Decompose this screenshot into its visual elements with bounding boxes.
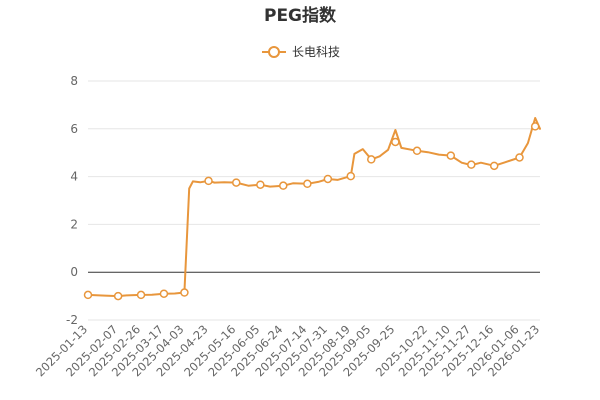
data-point-marker[interactable] — [136, 290, 146, 300]
data-point-marker[interactable] — [113, 291, 123, 301]
data-point-marker[interactable] — [530, 122, 540, 131]
data-point-marker[interactable] — [279, 181, 288, 190]
data-point-marker[interactable] — [232, 178, 241, 187]
y-tick-label: -2 — [66, 313, 78, 327]
data-point-marker[interactable] — [489, 161, 499, 171]
legend-label: 长电科技 — [292, 45, 340, 59]
y-tick-label: 0 — [70, 265, 78, 279]
series-layer — [87, 117, 541, 298]
data-point-marker[interactable] — [446, 151, 456, 160]
data-point-marker[interactable] — [367, 155, 376, 164]
data-point-marker[interactable] — [303, 179, 312, 189]
y-tick-label: 4 — [70, 170, 78, 184]
data-point-marker[interactable] — [412, 146, 422, 156]
y-tick-label: 6 — [70, 122, 78, 136]
data-point-marker[interactable] — [204, 176, 213, 186]
data-point-marker[interactable] — [467, 160, 476, 169]
series-line-changdian[interactable] — [87, 117, 541, 298]
data-point-marker[interactable] — [391, 137, 400, 147]
data-point-marker[interactable] — [159, 289, 169, 298]
data-point-marker[interactable] — [256, 180, 265, 189]
y-tick-label: 2 — [70, 217, 78, 231]
chart-title: PEG指数 — [264, 5, 337, 26]
marker-layer — [83, 122, 540, 301]
y-tick-label: 8 — [70, 74, 78, 88]
data-point-marker[interactable] — [83, 290, 93, 300]
chart-legend[interactable]: 长电科技 — [262, 45, 340, 59]
data-point-marker[interactable] — [346, 171, 356, 181]
data-point-marker[interactable] — [180, 288, 189, 297]
y-axis-tick-labels: -2 0 2 4 6 8 — [66, 74, 78, 327]
data-point-marker[interactable] — [515, 153, 524, 162]
data-point-marker[interactable] — [323, 174, 333, 184]
x-axis-tick-labels: 2025-01-132025-02-072025-02-262025-03-17… — [33, 322, 542, 379]
gridlines — [88, 80, 540, 321]
legend-marker-swatch — [268, 46, 280, 58]
